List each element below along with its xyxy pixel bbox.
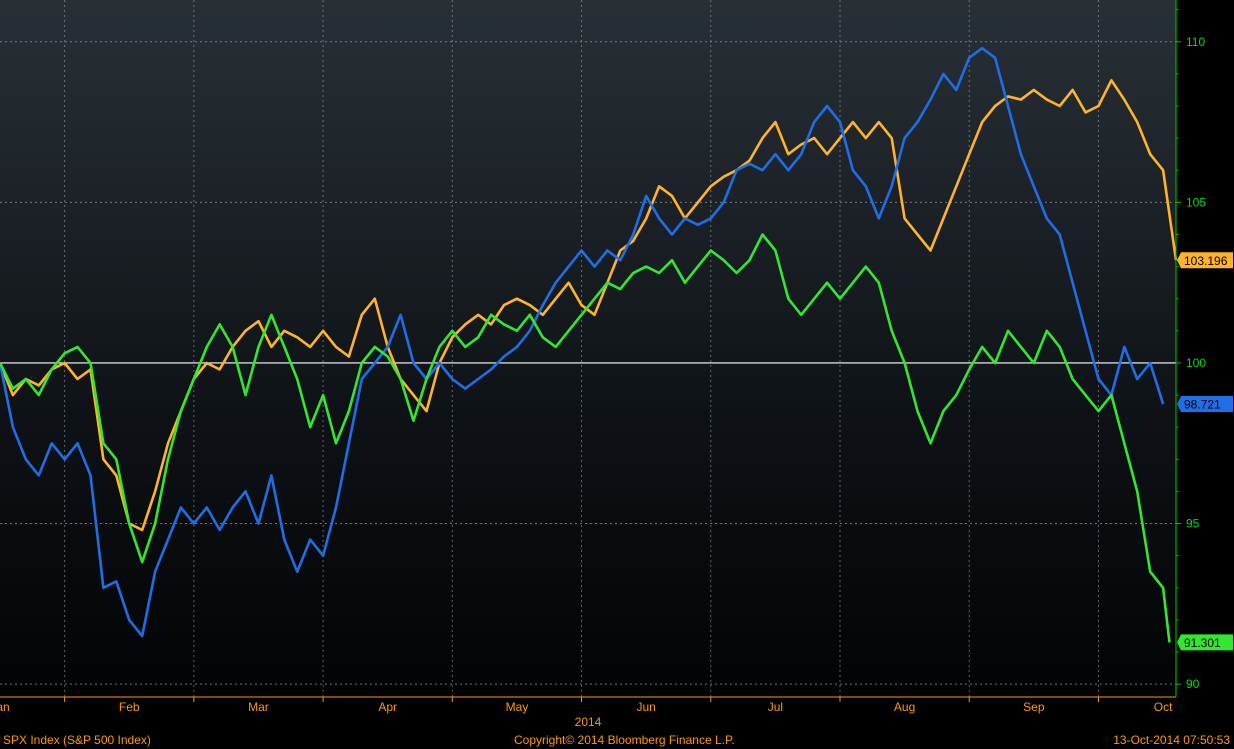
footer: SPX Index (S&P 500 Index) Copyright© 201… — [0, 732, 1234, 749]
x-tick-label: Jan — [0, 700, 10, 714]
last-value-label-2: 98.721 — [1177, 396, 1233, 413]
last-value-tag — [1177, 634, 1233, 651]
x-axis-label: 2014 — [575, 715, 602, 729]
y-tick-label: 95 — [1186, 517, 1200, 531]
last-value-label-1: 103.196 — [1177, 252, 1233, 269]
y-tick-label: 110 — [1186, 35, 1205, 49]
x-tick-label: Mar — [248, 700, 269, 714]
x-tick-label: Aug — [894, 700, 915, 714]
y-tick-label: 100 — [1186, 356, 1206, 370]
y-tick-label: 105 — [1186, 195, 1206, 209]
footer-ticker: SPX Index (S&P 500 Index) — [3, 733, 151, 747]
axes: 90 95 100 105 110 Jan Feb Mar Apr May Jun Jul Aug Sep… — [0, 0, 1206, 729]
series-line-3 — [0, 233, 1171, 643]
last-value-text: 91.301 — [1184, 636, 1221, 650]
x-tick-label: Jun — [636, 700, 655, 714]
y-tick-label: 90 — [1186, 677, 1200, 691]
series — [0, 46, 1178, 643]
last-value-label-3: 91.301 — [1177, 634, 1233, 651]
last-value-text: 98.721 — [1184, 398, 1221, 412]
x-tick-label: Sep — [1023, 700, 1045, 714]
last-value-labels: 103.196 98.721 91.301 — [1177, 252, 1233, 651]
last-value-tag — [1177, 252, 1233, 269]
x-tick-label: Jul — [768, 700, 783, 714]
last-value-tag — [1177, 396, 1233, 413]
series-line-2 — [0, 46, 1165, 638]
grid — [0, 0, 1176, 697]
x-tick-label: May — [506, 700, 529, 714]
x-tick-label: Apr — [378, 700, 397, 714]
footer-timestamp: 13-Oct-2014 07:50:53 — [1113, 733, 1230, 747]
x-tick-label: Feb — [119, 700, 140, 714]
x-tick-label: Oct — [1154, 700, 1173, 714]
last-value-text: 103.196 — [1184, 254, 1228, 268]
footer-copyright: Copyright© 2014 Bloomberg Finance L.P. — [514, 733, 735, 747]
